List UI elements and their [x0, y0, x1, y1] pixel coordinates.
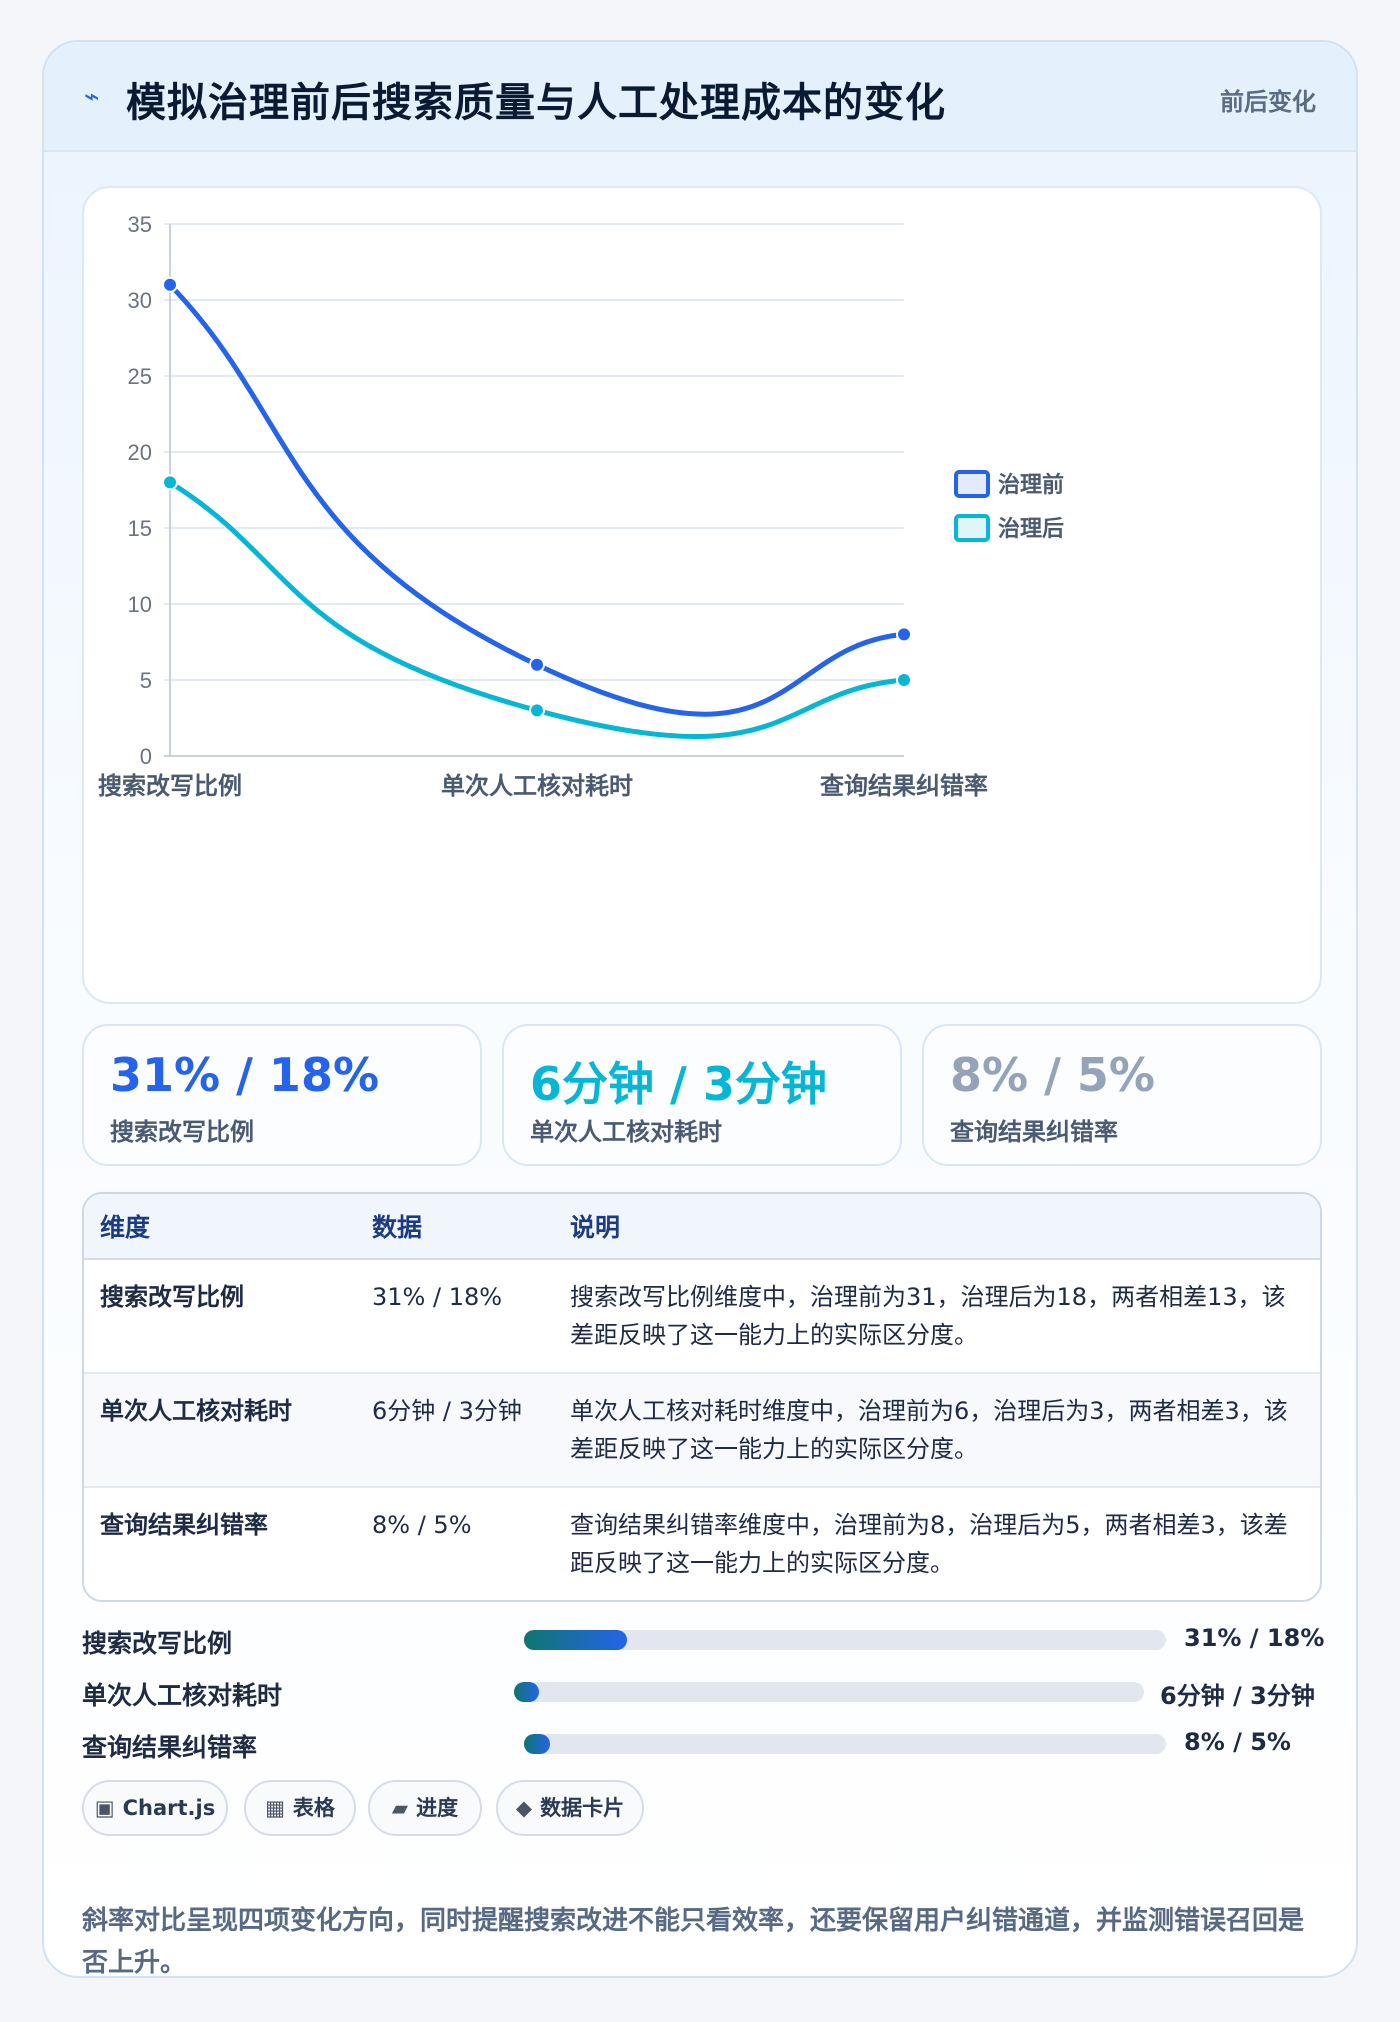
cell-dimension: 搜索改写比例 — [84, 1259, 356, 1374]
stat-card-1: 31% / 18% 搜索改写比例 — [82, 1024, 482, 1166]
table-row: 搜索改写比例 31% / 18% 搜索改写比例维度中，治理前为31，治理后为18… — [84, 1259, 1320, 1374]
column-header: 维度 — [84, 1194, 356, 1260]
cell-data: 8% / 5% — [372, 1511, 472, 1539]
stat-value: 8% / 5% — [950, 1048, 1156, 1102]
column-header: 数据 — [356, 1194, 554, 1260]
stat-label: 搜索改写比例 — [110, 1118, 254, 1146]
progress-fill — [514, 1682, 540, 1702]
y-tick-label: 10 — [128, 592, 152, 617]
data-point — [896, 626, 912, 643]
progress-track — [514, 1682, 1144, 1702]
chip-table[interactable]: ▦ 表格 — [244, 1780, 356, 1836]
progress-value: 31% / 18% — [1184, 1624, 1325, 1652]
table-icon: ▦ — [265, 1796, 285, 1820]
chip-data-cards[interactable]: ◆ 数据卡片 — [496, 1780, 644, 1836]
progress-track — [524, 1734, 1166, 1754]
progress-label: 搜索改写比例 — [82, 1629, 233, 1658]
data-point — [896, 672, 912, 688]
data-point — [162, 276, 178, 293]
progress-label: 单次人工核对耗时 — [82, 1681, 283, 1710]
legend-swatch — [954, 514, 990, 542]
stat-card-3: 8% / 5% 查询结果纠错率 — [922, 1024, 1322, 1166]
legend-swatch — [954, 470, 990, 498]
y-tick-label: 5 — [140, 668, 152, 693]
legend-label: 治理前 — [998, 472, 1064, 498]
cell-description: 单次人工核对耗时维度中，治理前为6，治理后为3，两者相差3，该差距反映了这一能力… — [554, 1373, 1320, 1488]
legend-label: 治理后 — [998, 516, 1064, 542]
progress-label: 查询结果纠错率 — [82, 1733, 258, 1762]
stat-label: 查询结果纠错率 — [950, 1118, 1118, 1146]
header-badge: 前后变化 — [1220, 88, 1316, 116]
chip-label: 数据卡片 — [540, 1796, 625, 1820]
progress-fill — [524, 1734, 550, 1754]
chart-panel: 0 5 10 15 20 25 30 35 搜索改写比例 单次人工核对耗时 查询结果纠错率 治理前治理… — [82, 186, 1322, 1004]
chart-icon: ▣ — [94, 1796, 115, 1820]
cell-description: 查询结果纠错率维度中，治理前为8，治理后为5，两者相差3，该差距反映了这一能力上… — [570, 1511, 1288, 1577]
x-tick-label: 单次人工核对耗时 — [441, 772, 633, 800]
lightning-icon: ⌁ — [84, 82, 100, 112]
stat-card-2: 6分钟 / 3分钟 单次人工核对耗时 — [502, 1024, 902, 1166]
chip-progress[interactable]: ▰ 进度 — [368, 1780, 482, 1836]
progress-icon: ▰ — [391, 1796, 409, 1820]
y-tick-label: 0 — [140, 744, 152, 769]
table-row: 查询结果纠错率 8% / 5% 查询结果纠错率维度中，治理前为8，治理后为5，两… — [84, 1487, 1320, 1600]
footnote: 斜率对比呈现四项变化方向，同时提醒搜索改进不能只看效率，还要保留用户纠错通道，并… — [82, 1906, 1305, 1978]
data-point — [162, 474, 178, 491]
data-point — [529, 656, 545, 673]
chip-label: 进度 — [416, 1796, 459, 1820]
y-tick-label: 15 — [128, 516, 152, 541]
cell-data: 31% / 18% — [356, 1259, 554, 1374]
progress-value: 8% / 5% — [1184, 1728, 1291, 1756]
data-point — [529, 702, 545, 719]
progress-track — [524, 1630, 1166, 1650]
cell-description: 搜索改写比例维度中，治理前为31，治理后为18，两者相差13，该差距反映了这一能… — [554, 1259, 1320, 1374]
line-chart: 0 5 10 15 20 25 30 35 搜索改写比例 单次人工核对耗时 查询结果纠错率 治理前治理… — [98, 212, 1064, 800]
column-header: 说明 — [554, 1194, 1320, 1260]
progress-fill — [524, 1630, 627, 1650]
stat-value: 6分钟 / 3分钟 — [530, 1057, 827, 1111]
page-title: 模拟治理前后搜索质量与人工处理成本的变化 — [126, 80, 946, 126]
series-line — [167, 479, 907, 739]
series-line — [167, 282, 907, 717]
stat-label: 单次人工核对耗时 — [530, 1118, 722, 1146]
data-table: 维度 数据 说明 搜索改写比例 31% / 18% 搜索改写比例维度中，治理前为… — [82, 1192, 1322, 1602]
progress-value: 6分钟 / 3分钟 — [1160, 1682, 1315, 1710]
card-header: ⌁ 模拟治理前后搜索质量与人工处理成本的变化 前后变化 — [44, 42, 1356, 152]
cell-dimension: 查询结果纠错率 — [100, 1511, 268, 1539]
table-row: 单次人工核对耗时 6分钟 / 3分钟 单次人工核对耗时维度中，治理前为6，治理后… — [84, 1373, 1320, 1488]
chip-chartjs[interactable]: ▣ Chart.js — [82, 1780, 228, 1836]
x-tick-label: 查询结果纠错率 — [820, 772, 988, 800]
cell-data: 6分钟 / 3分钟 — [356, 1373, 554, 1488]
y-tick-label: 35 — [128, 212, 152, 237]
main-card: ⌁ 模拟治理前后搜索质量与人工处理成本的变化 前后变化 0 5 10 15 20 25 30… — [42, 40, 1358, 1978]
chip-label: Chart.js — [122, 1796, 216, 1820]
chip-label: 表格 — [292, 1796, 335, 1820]
y-tick-label: 25 — [128, 364, 152, 389]
y-tick-label: 30 — [128, 288, 152, 313]
y-tick-label: 20 — [128, 440, 152, 465]
cell-dimension: 单次人工核对耗时 — [84, 1373, 356, 1488]
stat-value: 31% / 18% — [110, 1048, 380, 1102]
diamond-icon: ◆ — [515, 1796, 533, 1820]
x-tick-label: 搜索改写比例 — [98, 772, 242, 800]
table-header-row: 维度 数据 说明 — [84, 1194, 1320, 1260]
